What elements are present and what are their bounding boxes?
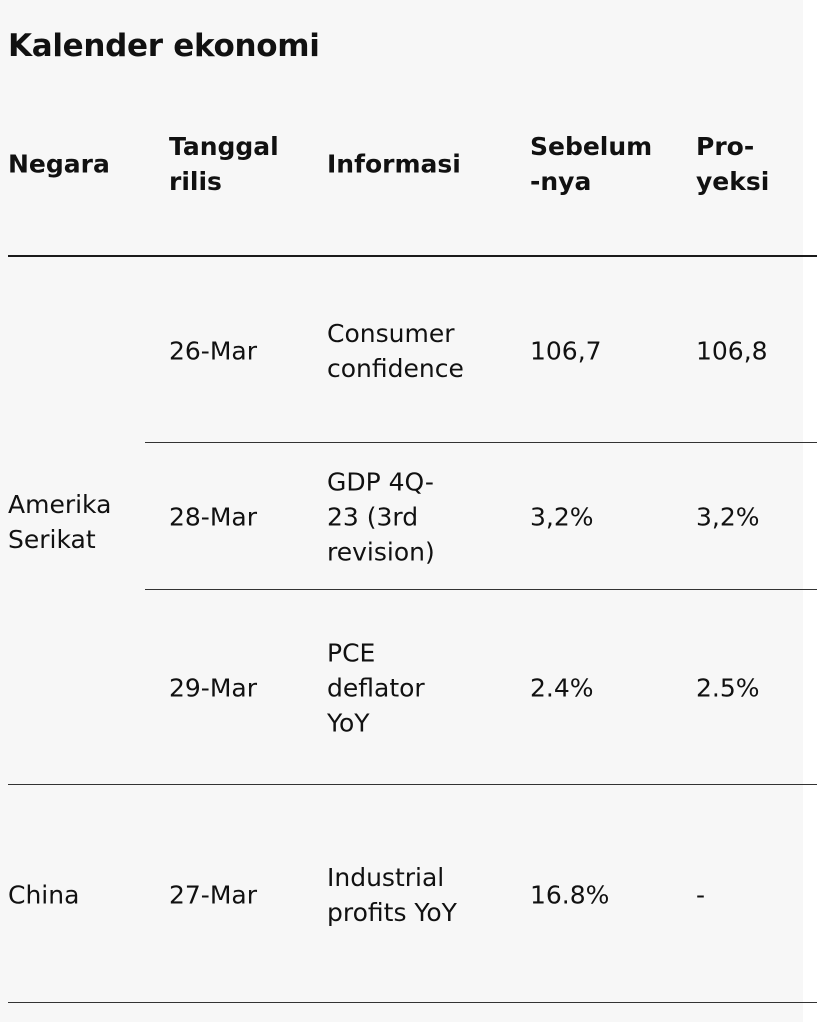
header-tanggal-rilis: Tanggal rilis xyxy=(169,132,279,196)
release-date: 29-Mar xyxy=(169,673,258,703)
table-bottom-divider xyxy=(8,1002,817,1003)
previous-value: 16.8% xyxy=(530,880,610,910)
country-label: Amerika Serikat xyxy=(8,490,112,554)
release-date: 27-Mar xyxy=(169,880,258,910)
row-divider xyxy=(145,589,817,590)
previous-value: 106,7 xyxy=(530,336,602,366)
indicator-info: PCE deflator YoY xyxy=(327,638,425,738)
release-date: 28-Mar xyxy=(169,502,258,532)
country-label: China xyxy=(8,880,80,910)
projection-value: 3,2% xyxy=(696,502,760,532)
row-divider xyxy=(145,442,817,443)
header-divider xyxy=(8,255,817,257)
page-title: Kalender ekonomi xyxy=(8,28,320,64)
group-divider xyxy=(8,784,817,785)
header-proyeksi: Pro- yeksi xyxy=(696,132,770,196)
previous-value: 3,2% xyxy=(530,502,594,532)
header-informasi: Informasi xyxy=(327,149,461,179)
indicator-info: Industrial profits YoY xyxy=(327,863,457,927)
release-date: 26-Mar xyxy=(169,336,258,366)
projection-value: - xyxy=(696,880,706,910)
header-sebelumnya: Sebelum -nya xyxy=(530,132,653,196)
header-negara: Negara xyxy=(8,149,110,179)
projection-value: 2.5% xyxy=(696,673,760,703)
projection-value: 106,8 xyxy=(696,336,768,366)
previous-value: 2.4% xyxy=(530,673,594,703)
indicator-info: GDP 4Q- 23 (3rd revision) xyxy=(327,467,435,567)
indicator-info: Consumer confidence xyxy=(327,319,464,383)
